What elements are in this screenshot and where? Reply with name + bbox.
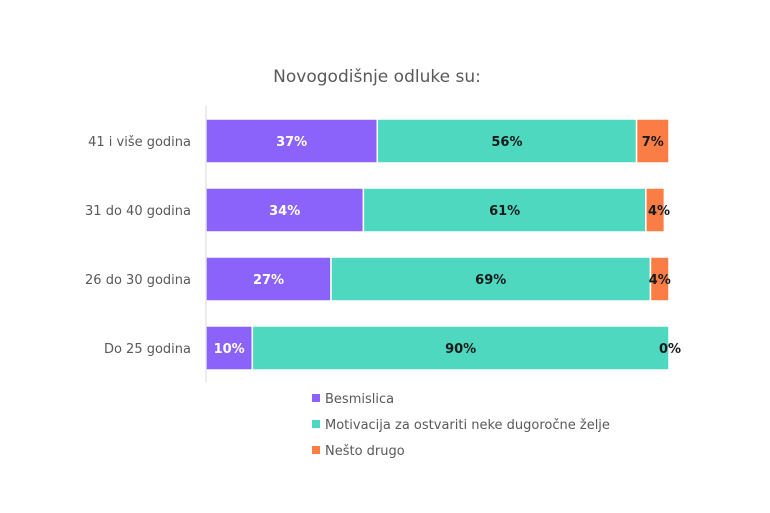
- data-label: 34%: [269, 204, 300, 219]
- legend-label: Motivacija za ostvariti neke dugoročne ž…: [325, 418, 610, 433]
- bar-segment: [645, 187, 666, 233]
- y-tick-label: Do 25 godina: [104, 342, 191, 357]
- legend-swatch: [312, 394, 320, 402]
- bar-segment: [205, 118, 379, 164]
- legend-swatch: [312, 446, 320, 454]
- bar-segment: [205, 325, 254, 371]
- data-label: 7%: [642, 135, 664, 150]
- data-label: 4%: [649, 273, 671, 288]
- bar-segment: [205, 256, 332, 302]
- y-axis-labels: 41 i više godina 31 do 40 godina 26 do 30 …: [85, 135, 191, 357]
- bars-group: [205, 118, 670, 371]
- data-label: 56%: [491, 135, 522, 150]
- legend-label: Nešto drugo: [325, 444, 405, 459]
- bar-segment: [251, 325, 670, 371]
- bar-segment: [362, 187, 647, 233]
- data-label: 90%: [445, 342, 476, 357]
- data-label: 4%: [648, 204, 670, 219]
- legend-label: Besmislica: [325, 392, 394, 407]
- data-label: 37%: [276, 135, 307, 150]
- y-tick-label: 26 do 30 godina: [85, 273, 191, 288]
- data-label: 69%: [475, 273, 506, 288]
- data-label: 10%: [214, 342, 245, 357]
- bar-segment: [649, 256, 670, 302]
- bar-segment: [376, 118, 638, 164]
- chart-title: Novogodišnje odluke su:: [273, 67, 481, 87]
- y-tick-label: 31 do 40 godina: [85, 204, 191, 219]
- data-label: 0%: [659, 342, 681, 357]
- legend: Besmislica Motivacija za ostvariti neke d…: [312, 392, 610, 459]
- data-label: 61%: [489, 204, 520, 219]
- legend-swatch: [312, 420, 320, 428]
- data-label: 27%: [253, 273, 284, 288]
- data-labels: 37% 56% 7% 34% 61% 4% 27% 69% 4% 10% 90% 0%: [214, 135, 681, 357]
- y-tick-label: 41 i više godina: [88, 135, 191, 150]
- bar-segment: [635, 118, 670, 164]
